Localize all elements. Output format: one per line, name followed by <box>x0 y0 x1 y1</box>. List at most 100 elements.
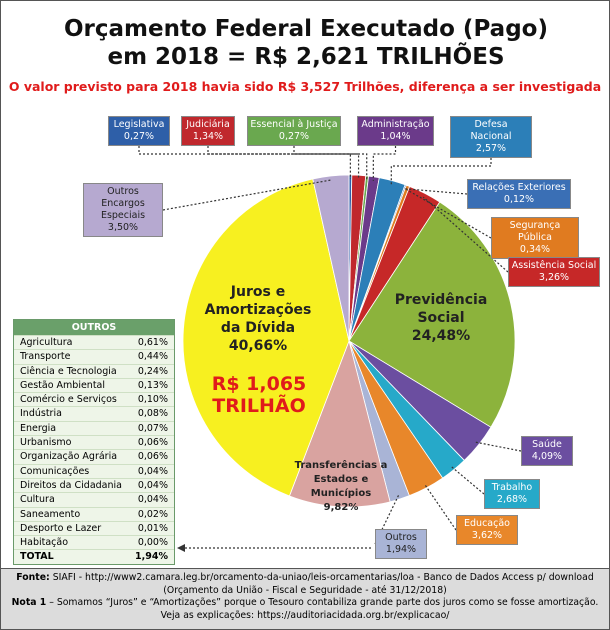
slice-label: Educação 3,62% <box>456 515 518 545</box>
row-name: Gestão Ambiental <box>20 379 106 391</box>
table-row: Saneamento 0,02% <box>14 506 174 521</box>
table-row: TOTAL 1,94% <box>14 549 174 563</box>
leader-line <box>406 189 492 239</box>
slice-name: Previdência Social <box>394 292 488 326</box>
slice-name: Transferências a Estados e Municípios <box>294 460 388 499</box>
leader-line <box>450 466 485 495</box>
row-name: Comércio e Serviços <box>20 394 117 406</box>
leader-line <box>422 196 509 273</box>
leader-line <box>162 179 332 211</box>
slice-label: Trabalho 2,68% <box>484 479 540 509</box>
row-value: 1,94% <box>135 551 168 563</box>
slice-label: Administração 1,04% <box>357 116 434 146</box>
row-name: Transporte <box>20 351 71 363</box>
table-row: Urbanismo 0,06% <box>14 435 174 449</box>
slice-value: 1,94% <box>385 544 417 555</box>
leader-line <box>390 158 492 185</box>
pie-slice <box>182 178 350 497</box>
row-value: 0,02% <box>137 508 168 520</box>
slice-name: Administração <box>361 119 430 130</box>
link-text: Veja as explicações: https://auditoriaci… <box>160 609 450 621</box>
row-name: Agricultura <box>20 337 73 348</box>
slice-label: Legislativa 0,27% <box>108 116 170 146</box>
slice-inner-label: Juros e Amortizações da Dívida 40,66% <box>199 283 317 355</box>
note-text: – Somamos “Juros” e “Amortizações” porqu… <box>49 597 599 608</box>
slice-name: Outros Encargos Especiais <box>100 186 146 221</box>
outros-table: OUTROS Agricultura 0,61% Transporte 0,44% Ci… <box>13 319 175 565</box>
row-value: 0,24% <box>137 365 168 377</box>
slice-value: 2,68% <box>496 494 528 505</box>
slice-label: Segurança Pública 0,34% <box>491 217 579 259</box>
leader-line <box>424 483 457 531</box>
row-name: TOTAL <box>20 551 54 563</box>
slice-name: Outros <box>385 532 417 543</box>
leader-line <box>138 146 351 180</box>
slice-value: 0,12% <box>503 194 535 205</box>
row-name: Organização Agrária <box>20 451 118 463</box>
arrow-head <box>177 544 185 552</box>
row-name: Comunicações <box>20 465 90 477</box>
source-label: Fonte: <box>16 572 50 583</box>
footer-note: Nota 1 – Somamos “Juros” e “Amortizações… <box>1 597 609 610</box>
slice-name: Legislativa <box>113 119 165 130</box>
footer: Fonte: SIAFI - http://www2.camara.leg.br… <box>1 568 609 629</box>
slice-name: Saúde <box>532 439 562 450</box>
slice-label: Outros 1,94% <box>375 529 427 559</box>
slice-label: Relações Exteriores 0,12% <box>467 179 571 209</box>
row-value: 0,06% <box>137 451 168 463</box>
table-row: Transporte 0,44% <box>14 349 174 363</box>
table-row: Cultura 0,04% <box>14 492 174 506</box>
slice-name: Trabalho <box>491 482 533 493</box>
slice-value: 9,82% <box>323 502 359 513</box>
slice-inner-label: Transferências a Estados e Municípios 9,8… <box>291 459 391 515</box>
row-name: Indústria <box>20 408 62 420</box>
slice-label: Saúde 4,09% <box>521 436 573 466</box>
row-name: Saneamento <box>20 508 81 520</box>
note-label: Nota 1 <box>11 597 47 608</box>
leader-line <box>293 146 368 180</box>
row-value: 0,44% <box>137 351 168 363</box>
source-text: SIAFI - http://www2.camara.leg.br/orcame… <box>52 572 594 583</box>
slice-name: Assistência Social <box>511 260 597 271</box>
row-value: 0,08% <box>137 408 168 420</box>
slice-value: 0,27% <box>123 131 155 142</box>
slice-name: Relações Exteriores <box>472 182 566 193</box>
pie-slice <box>288 339 391 508</box>
table-row: Comércio e Serviços 0,10% <box>14 392 174 406</box>
leader-line <box>207 146 360 180</box>
slice-value: 1,34% <box>192 131 224 142</box>
row-value: 0,61% <box>137 337 168 348</box>
slice-name: Essencial à Justiça <box>250 119 338 130</box>
row-value: 0,04% <box>137 494 168 506</box>
annotation: R$ 1,065 TRILHÃO <box>211 373 307 417</box>
slice-label: Essencial à Justiça 0,27% <box>247 116 341 146</box>
table-row: Agricultura 0,61% <box>14 335 174 349</box>
row-name: Energia <box>20 422 57 434</box>
slice-value: 3,62% <box>471 530 503 541</box>
row-value: 0,10% <box>137 394 168 406</box>
table-row: Comunicações 0,04% <box>14 463 174 478</box>
source-detail: (Orçamento da União - Fiscal e Seguridad… <box>163 584 447 596</box>
row-value: 0,06% <box>137 437 168 449</box>
row-name: Urbanismo <box>20 437 72 449</box>
chart-subtitle: O valor previsto para 2018 havia sido R$… <box>8 79 602 94</box>
slice-value: 0,34% <box>519 244 551 255</box>
pie-slice <box>348 201 516 428</box>
pie-slice <box>312 174 350 342</box>
slice-value: 3,50% <box>107 222 139 233</box>
table-row: Energia 0,07% <box>14 420 174 435</box>
slice-value: 1,04% <box>380 131 411 142</box>
table-title: OUTROS <box>14 320 174 335</box>
row-name: Direitos da Cidadania <box>20 479 122 491</box>
row-value: 0,07% <box>137 422 168 434</box>
table-row: Direitos da Cidadania 0,04% <box>14 477 174 492</box>
row-name: Habitação <box>20 537 69 549</box>
row-value: 0,04% <box>137 479 168 491</box>
slice-name: Judiciária <box>186 119 230 130</box>
table-row: Desporto e Lazer 0,01% <box>14 520 174 535</box>
table-row: Habitação 0,00% <box>14 535 174 549</box>
row-name: Ciência e Tecnologia <box>20 365 117 377</box>
slice-name: Juros e Amortizações da Dívida <box>204 284 312 336</box>
